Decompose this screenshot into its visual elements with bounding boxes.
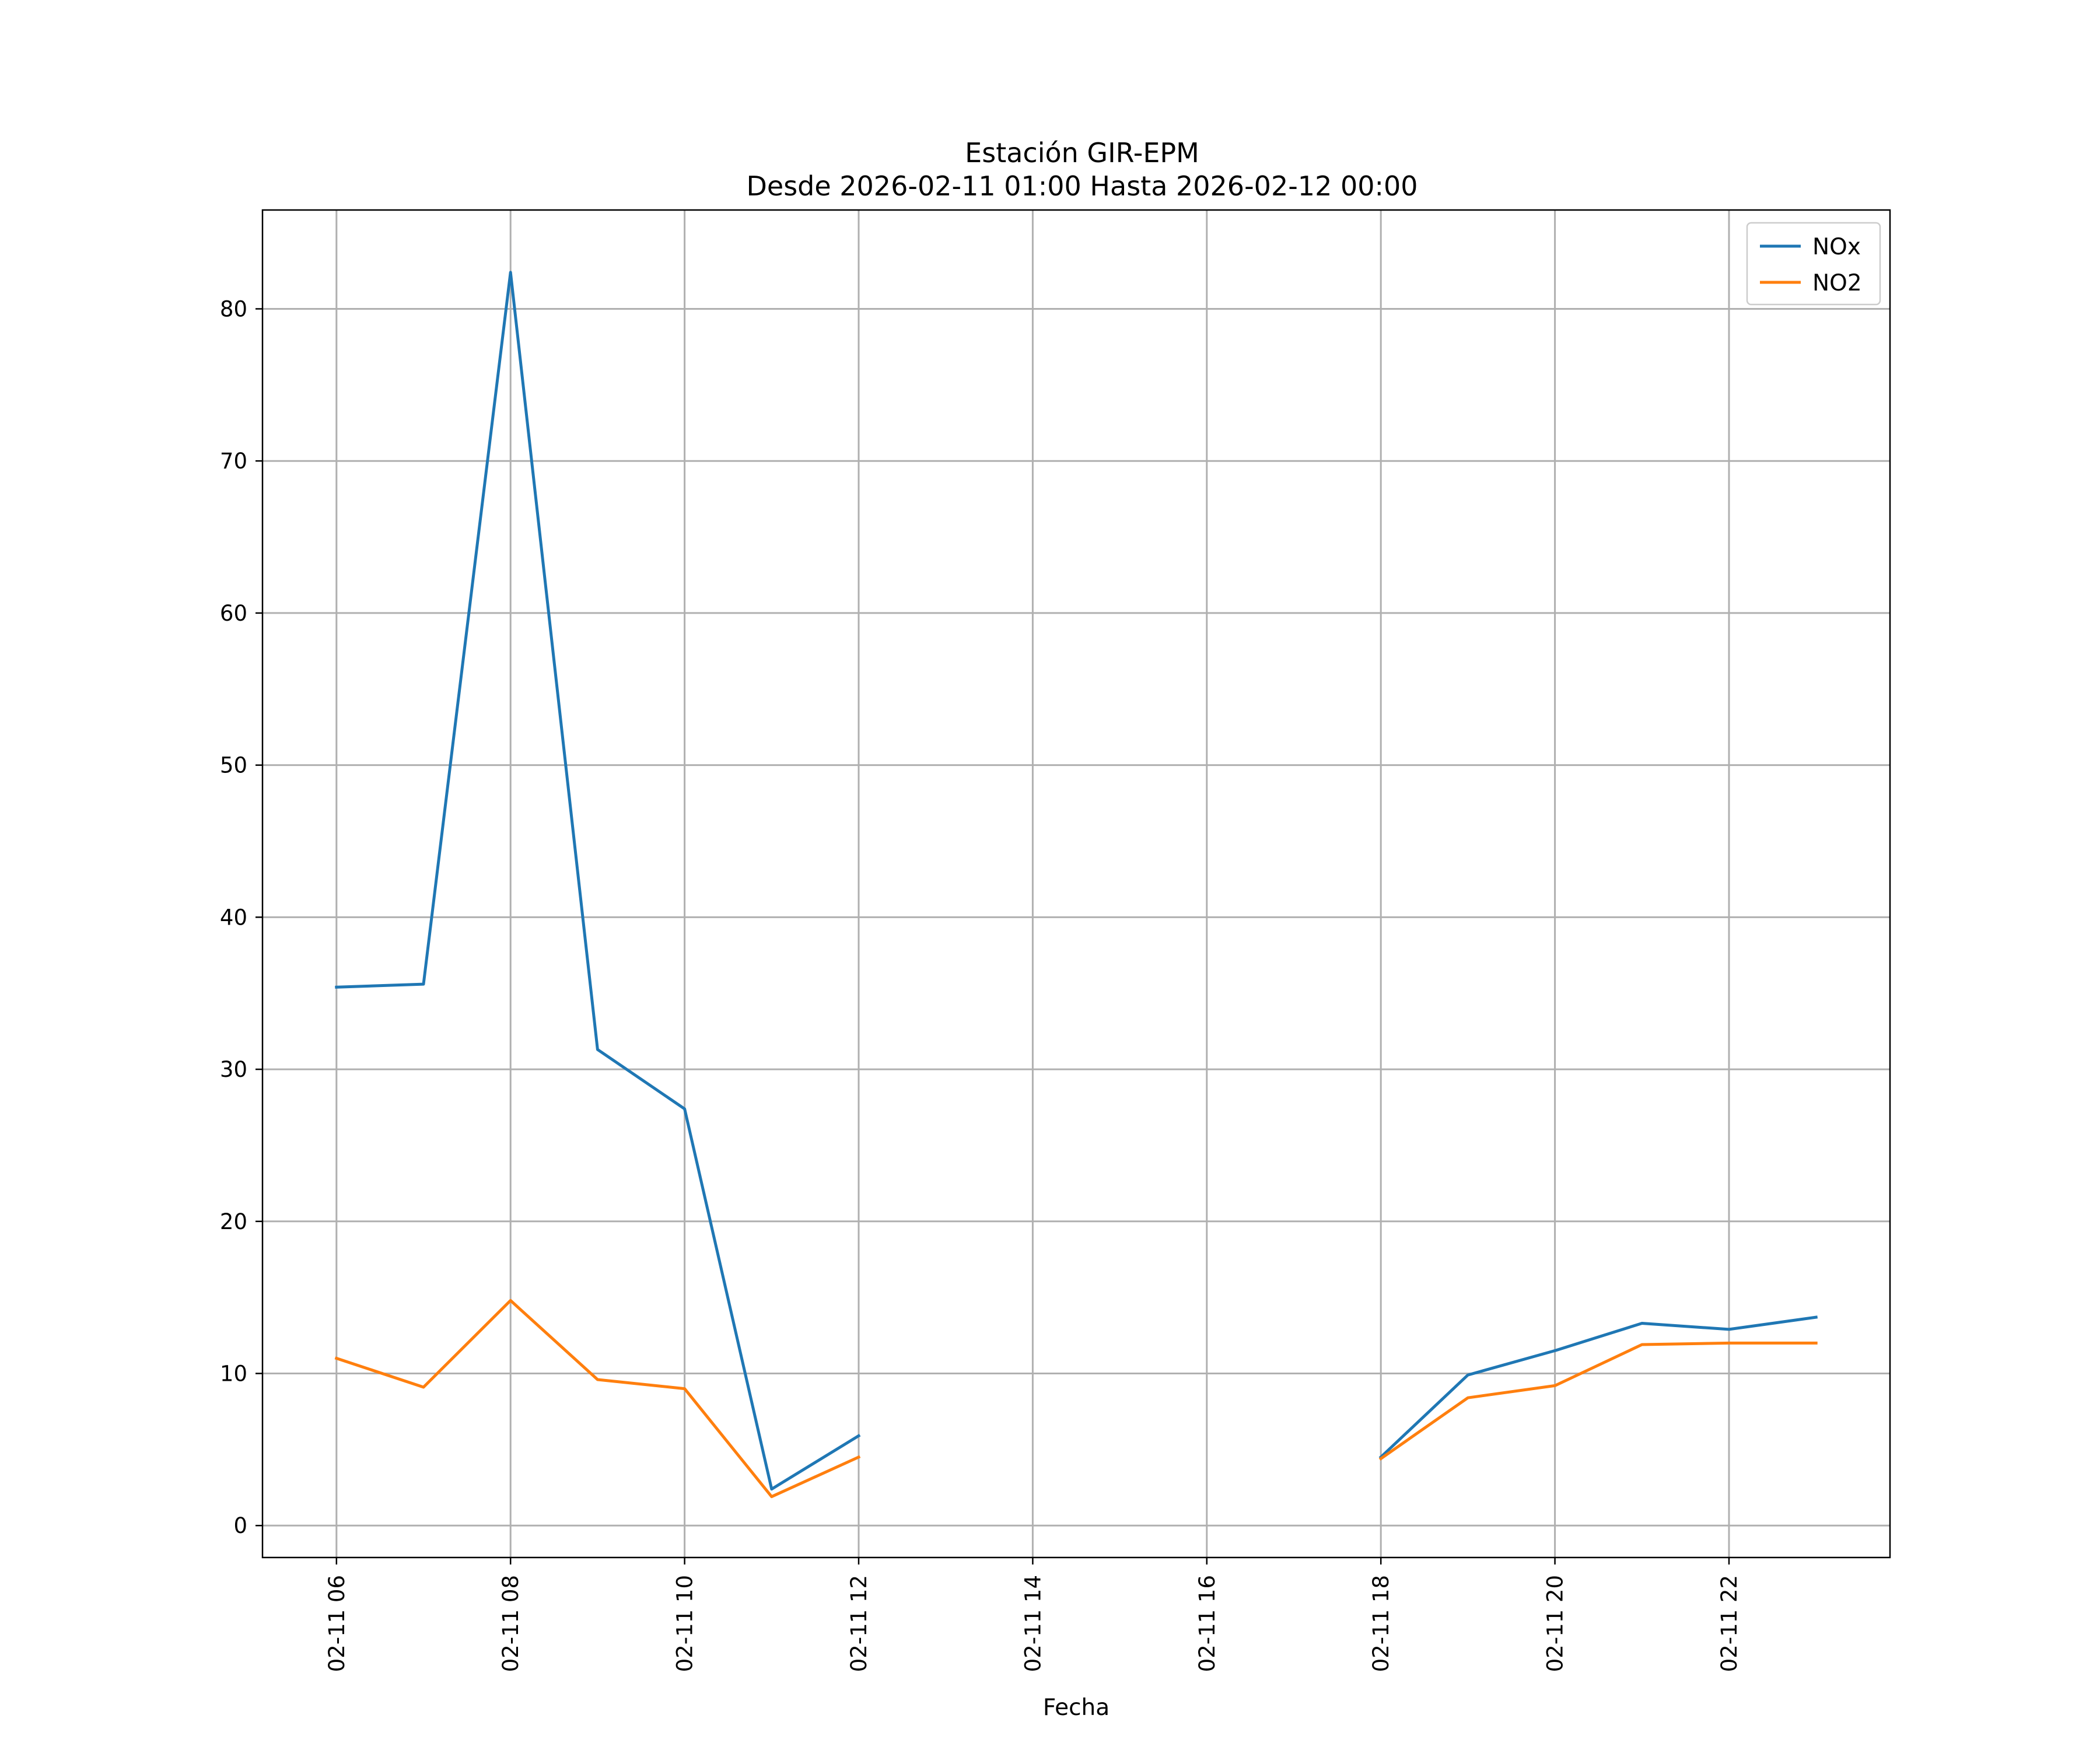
legend-label-no2: NO2 <box>1812 270 1862 296</box>
x-tick-label: 02-11 22 <box>1717 1575 1742 1672</box>
series-nox <box>335 271 1818 1491</box>
y-tick-label: 60 <box>220 601 247 626</box>
y-tick-label: 80 <box>220 296 247 321</box>
y-tick-label: 20 <box>220 1209 247 1234</box>
series-no2 <box>334 1298 1818 1499</box>
legend-label-nox: NOx <box>1812 234 1861 260</box>
y-tick-label: 30 <box>220 1057 247 1082</box>
plot-area <box>262 210 1890 1558</box>
series-lines <box>334 271 1818 1499</box>
x-axis-label: Fecha <box>1043 1695 1110 1721</box>
y-tick-label: 10 <box>220 1362 247 1387</box>
x-tick-label: 02-11 18 <box>1368 1575 1394 1672</box>
chart-title: Estación GIR-EPM <box>965 137 1199 169</box>
legend: NOx NO2 <box>1746 222 1881 306</box>
x-axis-ticks: 02-11 06 02-11 08 02-11 10 02-11 12 02-11 14… <box>324 1558 1742 1672</box>
x-tick-label: 02-11 16 <box>1195 1575 1220 1672</box>
grid-lines <box>262 210 1890 1558</box>
legend-box <box>1746 222 1881 306</box>
plot-frame <box>261 209 1891 1559</box>
y-tick-label: 40 <box>220 905 247 930</box>
x-tick-label: 02-11 20 <box>1543 1575 1568 1672</box>
y-axis-ticks: 0 10 20 30 40 50 60 70 80 <box>220 296 262 1538</box>
x-tick-label: 02-11 08 <box>498 1575 523 1672</box>
y-tick-label: 50 <box>220 753 247 778</box>
chart-subtitle: Desde 2026-02-11 01:00 Hasta 2026-02-12 … <box>746 170 1418 202</box>
x-tick-label: 02-11 10 <box>673 1575 698 1672</box>
x-tick-label: 02-11 06 <box>324 1575 349 1672</box>
x-tick-label: 02-11 14 <box>1020 1575 1045 1672</box>
y-tick-label: 0 <box>233 1513 247 1538</box>
x-tick-label: 02-11 12 <box>846 1575 872 1672</box>
y-tick-label: 70 <box>220 449 247 474</box>
